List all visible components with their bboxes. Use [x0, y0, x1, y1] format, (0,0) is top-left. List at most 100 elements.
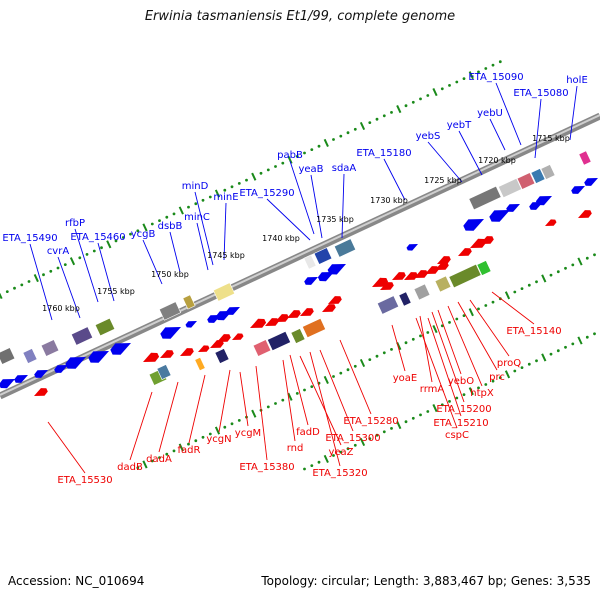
track-dot [281, 398, 285, 402]
forward-gene-arrow [207, 315, 221, 323]
track-dot [194, 439, 198, 443]
kbp-tick [359, 437, 366, 447]
kbp-tick [396, 105, 402, 114]
forward-gene-arrow [34, 370, 48, 378]
track-dot [375, 117, 379, 121]
track-dot [332, 454, 335, 457]
leader-line-ETA_15490 [29, 243, 53, 321]
forward-gene-arrow [489, 210, 510, 222]
gene-label-pabB: pabB [277, 150, 303, 161]
track-dot [527, 283, 531, 287]
track-dot [92, 249, 96, 253]
kbp-tick [359, 358, 366, 368]
kbp-tick [504, 291, 511, 300]
gene-label-ycgN: ycgN [206, 434, 231, 445]
kbp-tick [69, 257, 76, 266]
track-dot [448, 400, 451, 403]
track-dot [194, 202, 198, 206]
gene-label-yoaE: yoaE [393, 373, 417, 384]
track-dot [100, 246, 103, 250]
track-dot [382, 430, 386, 434]
feature-block [302, 317, 326, 339]
track-dot [201, 198, 205, 202]
track-dot [455, 317, 459, 321]
kbp-tick [33, 274, 39, 283]
track-dot [491, 300, 495, 304]
accession-text: Accession: NC_010694 [8, 574, 145, 588]
track-dot [310, 464, 314, 467]
leader-line-minE [223, 202, 227, 261]
gene-label-dadA: dadA [146, 454, 172, 465]
track-dot [172, 212, 176, 216]
gene-label-ETA_15280: ETA_15280 [343, 416, 398, 427]
feature-block [303, 254, 317, 270]
track-dot [426, 94, 430, 97]
feature-block [267, 330, 291, 352]
leader-line-ETA_15080 [534, 98, 542, 159]
kbp-tick [323, 375, 329, 384]
gene-label-ETA_15530: ETA_15530 [57, 475, 112, 486]
reverse-gene-arrow [437, 256, 451, 264]
track-dot [462, 314, 466, 317]
gene-label-yeaB: yeaB [298, 164, 323, 175]
forward-gene-arrow [160, 327, 181, 339]
track-dot [187, 442, 190, 446]
feature-block [376, 295, 400, 315]
forward-gene-arrow [571, 186, 585, 194]
gene-label-ETA_15290: ETA_15290 [239, 188, 294, 199]
forward-gene-arrow [215, 311, 232, 321]
track-dot [332, 375, 335, 378]
gene-labels: holE ETA_15080 ETA_15090 yebU yebT yebS ETA_15… [2, 72, 587, 486]
leader-line-ETA_15090 [495, 82, 522, 146]
gene-label-yebS: yebS [416, 131, 441, 142]
leader-line-ETA_15460 [97, 242, 115, 302]
gene-label-minC: minC [184, 212, 210, 223]
leader-line-proQ [469, 299, 510, 357]
gene-label-ETA_15080: ETA_15080 [513, 88, 568, 99]
forward-gene-arrow [406, 244, 418, 251]
track-dot [223, 188, 227, 192]
gene-label-ycgB: ycgB [131, 229, 156, 240]
kbp-tick [432, 325, 438, 334]
track-dot [223, 425, 227, 429]
forward-gene-arrow [110, 343, 131, 355]
kbp-tick [468, 308, 474, 317]
track-dot [317, 144, 321, 148]
kbp-tick [323, 454, 329, 463]
track-dot [129, 232, 132, 236]
track-dot [390, 348, 393, 351]
kbp-tick [178, 443, 184, 452]
track-dot [419, 334, 422, 338]
feature-block [313, 247, 333, 265]
forward-gene-arrow [54, 365, 68, 373]
feature-block [398, 291, 412, 307]
track-dot [121, 236, 125, 239]
kbp-tick [577, 257, 583, 266]
reverse-gene-arrow [198, 345, 210, 352]
gene-label-ETA_15180: ETA_15180 [356, 148, 411, 159]
leader-line-rnd [282, 359, 296, 442]
leader-line-ETA_15280 [339, 339, 372, 415]
reverse-gene-arrow [414, 270, 428, 278]
track-dot [513, 290, 517, 294]
track-dot [165, 452, 169, 456]
track-dot [266, 168, 270, 172]
track-dot [208, 432, 212, 436]
leader-line-yebO [437, 309, 462, 375]
leader-line-ETA_15200 [431, 311, 465, 403]
track-dot [462, 77, 466, 80]
track-dot [520, 287, 524, 290]
kbp-tick [468, 71, 474, 80]
track-dot [339, 134, 343, 138]
leader-line-dadA [158, 381, 179, 453]
track-dot [404, 341, 408, 345]
gene-label-yebO: yebO [448, 376, 474, 387]
track-dot [549, 273, 553, 277]
track-dot [346, 368, 350, 372]
reverse-gene-arrow [435, 262, 449, 270]
gene-label-ETA_15320: ETA_15320 [312, 468, 367, 479]
gene-label-minE: minE [213, 192, 238, 203]
kbp-tick [287, 155, 293, 164]
gene-label-yebU: yebU [477, 108, 503, 119]
